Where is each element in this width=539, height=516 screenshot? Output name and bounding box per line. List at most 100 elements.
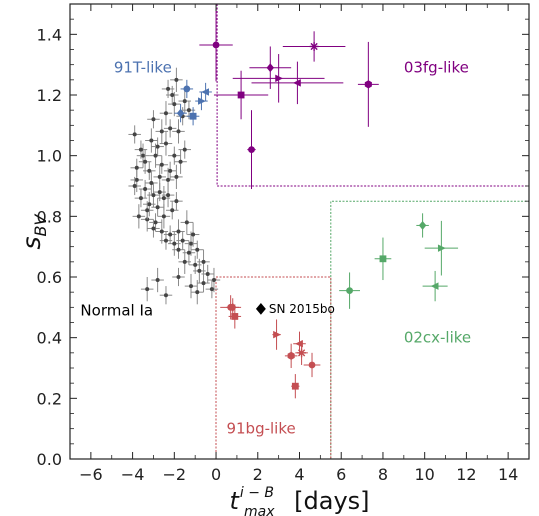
marker-normal-ia xyxy=(132,184,137,188)
data-point-normal-ia xyxy=(147,182,160,208)
marker-normal-ia xyxy=(174,77,179,82)
data-point-normal-ia xyxy=(153,182,166,202)
marker-normal-ia xyxy=(155,205,160,210)
data-point-normal-ia xyxy=(147,219,160,238)
x-tick-label: 12 xyxy=(456,465,476,484)
marker-normal-ia xyxy=(168,232,173,237)
y-tick-label: 0.2 xyxy=(37,389,62,408)
marker-91bg-like xyxy=(295,339,303,348)
annotation-label: SN 2015bo xyxy=(269,302,335,316)
marker-normal-ia xyxy=(163,141,168,146)
data-point-91bg-like xyxy=(284,343,298,368)
marker-normal-ia xyxy=(151,193,156,198)
marker-normal-ia xyxy=(166,193,171,198)
marker-normal-ia xyxy=(174,199,179,204)
data-point-normal-ia xyxy=(151,198,164,217)
marker-normal-ia xyxy=(170,208,175,213)
marker-normal-ia xyxy=(151,226,156,231)
data-point-normal-ia xyxy=(178,88,192,114)
data-point-91bg-like xyxy=(291,374,300,399)
data-point-normal-ia xyxy=(170,192,183,211)
data-point-normal-ia xyxy=(138,149,152,174)
data-points xyxy=(128,8,459,399)
marker-normal-ia xyxy=(182,259,187,264)
x-axis-label-symbol: t xyxy=(229,487,240,515)
data-point-normal-ia xyxy=(170,164,183,190)
data-point-02cx-like xyxy=(416,213,429,238)
data-point-normal-ia xyxy=(140,277,154,302)
marker-normal-ia xyxy=(166,86,171,91)
data-point-normal-ia xyxy=(184,273,198,299)
marker-normal-ia xyxy=(197,268,202,273)
data-point-normal-ia xyxy=(155,119,169,144)
marker-normal-ia xyxy=(155,144,160,149)
data-point-91t-like xyxy=(199,82,212,102)
data-point-normal-ia xyxy=(191,280,204,305)
marker-normal-ia xyxy=(157,174,162,179)
data-point-03fg-like xyxy=(357,41,379,127)
data-point-normal-ia xyxy=(193,258,206,284)
marker-normal-ia xyxy=(143,187,148,192)
marker-normal-ia xyxy=(211,278,216,283)
marker-normal-ia xyxy=(153,153,158,158)
data-point-normal-ia xyxy=(170,67,183,92)
data-point-normal-ia xyxy=(191,240,204,259)
marker-91t-like xyxy=(189,112,197,120)
marker-91bg-like xyxy=(308,361,316,369)
marker-normal-ia xyxy=(176,275,181,279)
data-point-91bg-like xyxy=(226,298,239,317)
marker-normal-ia xyxy=(161,214,166,219)
marker-91t-like xyxy=(176,108,185,118)
data-point-normal-ia xyxy=(145,128,158,153)
data-point-normal-ia xyxy=(159,101,173,126)
region-boundary-03fg-like xyxy=(216,4,529,187)
marker-normal-ia xyxy=(163,293,168,298)
x-tick-label: 14 xyxy=(498,465,518,484)
y-axis-label-symbol: s xyxy=(17,236,46,249)
marker-normal-ia xyxy=(180,238,185,243)
data-point-normal-ia xyxy=(197,273,210,293)
marker-normal-ia xyxy=(182,99,187,104)
marker-normal-ia xyxy=(172,241,177,246)
region-boundary-91bg-like xyxy=(215,276,332,459)
x-tick-label: −4 xyxy=(121,465,145,484)
data-point-normal-ia xyxy=(130,158,144,177)
marker-91t-like xyxy=(201,88,210,96)
marker-normal-ia xyxy=(191,232,196,237)
data-point-02cx-like xyxy=(424,220,459,276)
x-axis-label-subscript: max xyxy=(244,504,275,516)
data-point-03fg-like xyxy=(213,70,269,120)
marker-02cx-like xyxy=(430,282,439,290)
marker-normal-ia xyxy=(159,129,164,134)
data-point-91t-like xyxy=(174,104,187,123)
data-point-normal-ia xyxy=(174,149,187,174)
data-point-normal-ia xyxy=(159,286,173,305)
marker-02cx-like xyxy=(346,287,353,295)
data-point-normal-ia xyxy=(205,280,219,299)
data-point-normal-ia xyxy=(172,119,185,144)
data-point-normal-ia xyxy=(163,119,177,138)
marker-normal-ia xyxy=(172,102,177,107)
marker-03fg-like xyxy=(364,80,372,89)
data-point-normal-ia xyxy=(128,125,141,144)
data-point-normal-ia xyxy=(132,204,146,229)
marker-normal-ia xyxy=(147,168,152,173)
marker-03fg-like xyxy=(266,63,275,73)
marker-normal-ia xyxy=(189,241,194,246)
x-tick-label: −2 xyxy=(163,465,187,484)
marker-91t-like xyxy=(183,85,191,93)
marker-91bg-like xyxy=(231,313,239,320)
y-tick-label: 1.2 xyxy=(37,86,62,105)
data-point-normal-ia xyxy=(151,267,164,293)
marker-normal-ia xyxy=(168,126,173,131)
x-tick-label: 10 xyxy=(415,465,435,484)
y-axis-label: sBV xyxy=(17,213,50,249)
data-point-normal-ia xyxy=(147,110,160,129)
marker-normal-ia xyxy=(163,238,168,243)
marker-normal-ia xyxy=(195,290,200,295)
marker-91bg-like-stroke xyxy=(297,349,306,357)
marker-normal-ia xyxy=(193,262,198,267)
marker-normal-ia xyxy=(195,247,200,252)
marker-normal-ia xyxy=(138,196,143,201)
marker-03fg-like xyxy=(275,74,284,83)
